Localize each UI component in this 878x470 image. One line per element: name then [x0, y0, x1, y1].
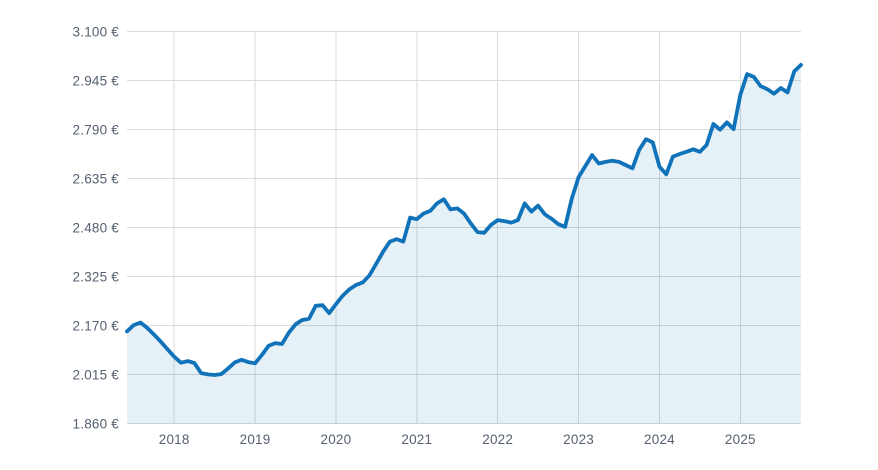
x-axis-tick-label: 2018: [159, 432, 190, 447]
y-axis-tick-label: 2.325 €: [73, 270, 120, 285]
x-axis-tick-label: 2024: [644, 432, 675, 447]
y-axis-tick-label: 2.170 €: [73, 319, 120, 334]
x-axis-tick-label: 2022: [482, 432, 513, 447]
y-axis-tick-label: 2.790 €: [73, 123, 120, 138]
y-axis-tick-label: 3.100 €: [73, 25, 120, 40]
y-axis-tick-label: 2.945 €: [73, 74, 120, 89]
x-axis-tick-label: 2025: [725, 432, 756, 447]
price-line: [125, 63, 803, 377]
x-axis-tick-label: 2019: [240, 432, 271, 447]
y-axis-tick-label: 1.860 €: [73, 417, 120, 432]
x-axis-tick-label: 2023: [563, 432, 594, 447]
x-axis-tick-label: 2021: [401, 432, 432, 447]
y-axis-tick-label: 2.015 €: [73, 368, 120, 383]
x-axis-tick-label: 2020: [321, 432, 352, 447]
y-axis-tick-label: 2.480 €: [73, 221, 120, 236]
y-axis-tick-label: 2.635 €: [73, 172, 120, 187]
area-fill: [127, 64, 801, 424]
